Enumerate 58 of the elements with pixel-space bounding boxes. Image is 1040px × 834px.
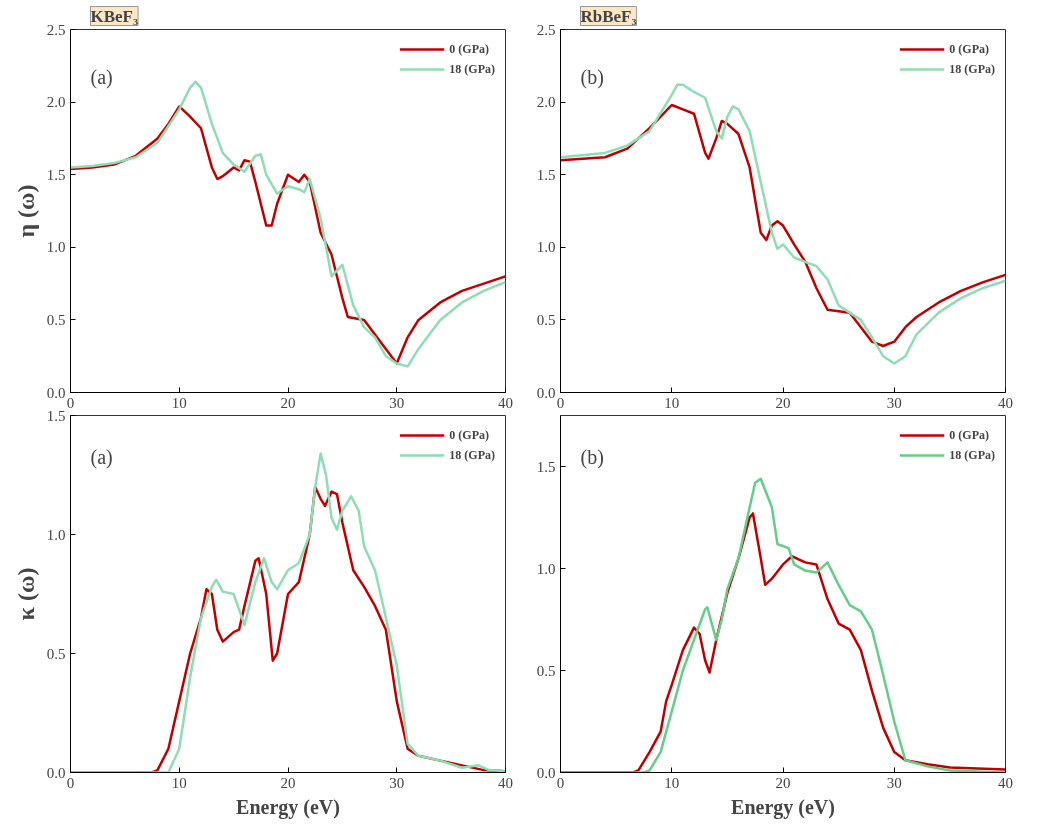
y-tick-label: 1.0 (536, 560, 556, 577)
y-tick-label: 2.0 (536, 94, 556, 111)
y-tick-label: 1.0 (46, 239, 66, 256)
x-tick-label: 40 (998, 394, 1013, 411)
y-tick-label: 0.0 (46, 384, 66, 401)
y-tick-label: 1.5 (46, 166, 66, 183)
x-tick-label: 10 (171, 774, 187, 791)
x-tick-label: 40 (998, 774, 1013, 791)
y-tick-label: 0.0 (46, 764, 66, 781)
y-tick-label: 2.0 (46, 94, 66, 111)
y-tick-label: 2.5 (46, 21, 66, 38)
legend-label: 18 (GPa) (449, 61, 495, 77)
x-tick-label: 0 (66, 394, 75, 411)
x-tick-label: 0 (556, 774, 565, 791)
y-tick-label: 2.5 (536, 21, 556, 38)
chart-title: RbBeF₃ (580, 6, 637, 26)
legend-label: 18 (GPa) (949, 61, 995, 77)
x-axis-title: Energy (eV) (236, 795, 340, 819)
x-tick-label: 20 (775, 774, 791, 791)
annotation: (b) (580, 445, 604, 469)
x-tick-label: 10 (664, 394, 680, 411)
legend-label: 0 (GPa) (449, 41, 489, 57)
y-tick-label: 0.5 (536, 662, 556, 679)
y-tick-label: 1.0 (536, 239, 556, 256)
x-tick-label: 10 (664, 774, 680, 791)
y-tick-label: 0.5 (536, 311, 556, 328)
x-tick-label: 10 (171, 394, 187, 411)
y-tick-label: 0.0 (536, 384, 556, 401)
legend-label: 18 (GPa) (949, 447, 995, 463)
legend-label: 0 (GPa) (949, 41, 989, 57)
legend-label: 0 (GPa) (449, 427, 489, 443)
chart-title: KBeF₃ (90, 6, 139, 26)
y-axis-title: κ (ω) (12, 567, 39, 621)
x-tick-label: 30 (886, 394, 902, 411)
x-axis-title: Energy (eV) (731, 795, 835, 819)
x-tick-label: 20 (280, 774, 296, 791)
x-tick-label: 30 (389, 394, 405, 411)
x-tick-label: 30 (389, 774, 405, 791)
y-tick-label: 1.5 (536, 166, 556, 183)
x-tick-label: 40 (498, 774, 513, 791)
annotation: (a) (90, 65, 113, 89)
legend-label: 0 (GPa) (949, 427, 989, 443)
legend-label: 18 (GPa) (449, 447, 495, 463)
y-tick-label: 0.0 (536, 764, 556, 781)
y-tick-label: 0.5 (46, 311, 66, 328)
y-tick-label: 1.5 (536, 458, 556, 475)
annotation: (a) (90, 445, 113, 469)
y-tick-label: 0.5 (46, 645, 66, 662)
y-axis-title: η (ω) (12, 184, 39, 238)
y-tick-label: 1.5 (46, 407, 66, 424)
x-tick-label: 20 (280, 394, 296, 411)
x-tick-label: 30 (886, 774, 902, 791)
x-tick-label: 0 (556, 394, 565, 411)
annotation: (b) (580, 65, 604, 89)
x-tick-label: 40 (498, 394, 513, 411)
y-tick-label: 1.0 (46, 526, 66, 543)
x-tick-label: 20 (775, 394, 791, 411)
x-tick-label: 0 (66, 774, 75, 791)
